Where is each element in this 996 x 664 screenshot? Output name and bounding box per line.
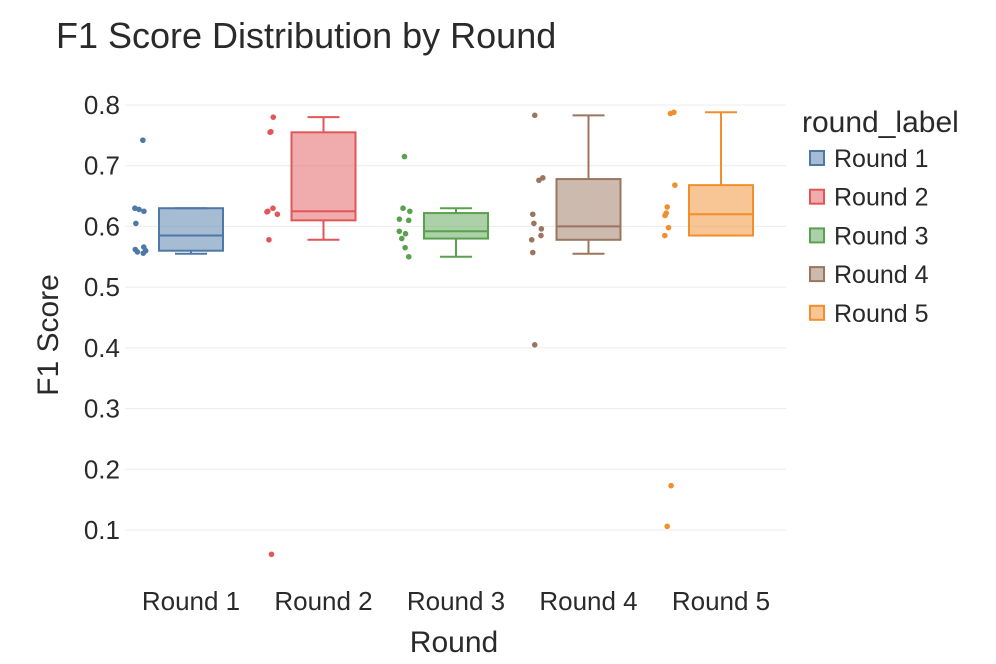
data-point <box>405 217 412 224</box>
data-point <box>267 129 273 136</box>
y-tick-label: 0.4 <box>84 333 120 363</box>
grid-lines <box>125 104 786 531</box>
box-iqr <box>688 184 754 237</box>
legend-title: round_label <box>802 106 959 139</box>
box-iqr <box>290 131 357 222</box>
box-group <box>662 109 754 530</box>
box-group <box>396 153 489 260</box>
data-point <box>667 110 674 117</box>
x-tick-label: Round 5 <box>672 586 770 616</box>
data-point <box>529 211 536 218</box>
data-point <box>662 212 668 219</box>
data-point <box>407 208 413 215</box>
data-point <box>264 209 270 215</box>
legend-item-label: Round 3 <box>834 222 929 250</box>
y-tick-label: 0.5 <box>84 272 120 302</box>
legend-item-label: Round 1 <box>834 145 929 173</box>
data-point <box>134 249 141 255</box>
data-point <box>402 230 409 237</box>
legend-item-label: Round 5 <box>834 300 929 328</box>
legend: round_label Round 1 Round 2 Round 3 Round 4… <box>802 106 959 328</box>
x-tick-label: Round 4 <box>539 586 637 616</box>
x-tick-label: Round 1 <box>142 586 240 616</box>
box-iqr <box>158 207 224 252</box>
data-point <box>536 177 542 184</box>
box-iqr <box>555 178 622 241</box>
y-axis-ticks: 0.1 0.2 0.3 0.4 0.5 0.6 0.7 0.8 <box>84 90 120 545</box>
data-point <box>266 236 272 243</box>
x-tick-label: Round 2 <box>274 586 372 616</box>
legend-swatch <box>809 266 825 283</box>
y-tick-label: 0.6 <box>84 211 120 241</box>
data-point <box>668 482 674 489</box>
legend-swatch <box>809 227 825 244</box>
x-axis-title: Round <box>410 626 498 659</box>
y-tick-label: 0.2 <box>84 454 120 484</box>
box-group <box>264 114 357 558</box>
data-point <box>665 224 672 231</box>
data-point <box>136 206 142 213</box>
y-axis-title: F1 Score <box>32 274 65 396</box>
data-point <box>268 551 275 558</box>
legend-item-label: Round 4 <box>834 261 929 289</box>
y-tick-label: 0.3 <box>84 394 120 424</box>
legend-item-label: Round 2 <box>834 184 929 212</box>
data-point <box>400 205 406 212</box>
chart-title: F1 Score Distribution by Round <box>56 15 556 56</box>
data-point <box>672 182 678 188</box>
y-tick-label: 0.1 <box>84 515 120 545</box>
data-point <box>531 220 537 227</box>
box-group <box>528 112 622 348</box>
data-point <box>538 226 545 232</box>
data-point <box>405 253 412 260</box>
data-point <box>141 208 147 215</box>
data-point <box>396 228 403 235</box>
legend-swatch <box>809 150 825 166</box>
data-point <box>396 216 403 222</box>
data-point <box>401 153 408 160</box>
y-tick-label: 0.8 <box>84 90 120 120</box>
data-point <box>662 232 668 239</box>
plot-area <box>132 109 754 558</box>
data-point <box>133 220 139 227</box>
data-point <box>664 523 670 530</box>
box-iqr <box>423 212 489 240</box>
data-point <box>270 205 276 212</box>
box-group <box>132 137 224 256</box>
y-tick-label: 0.7 <box>84 151 120 181</box>
data-point <box>140 250 147 256</box>
legend-swatch <box>809 188 825 205</box>
data-point <box>274 211 281 218</box>
data-point <box>538 232 544 239</box>
data-point <box>528 236 535 243</box>
data-point <box>140 137 146 144</box>
data-point <box>531 342 538 348</box>
data-point <box>531 112 538 119</box>
data-point <box>402 244 408 251</box>
x-tick-label: Round 3 <box>407 586 505 616</box>
data-point <box>270 114 277 120</box>
legend-swatch <box>809 304 825 321</box>
data-point <box>398 235 405 242</box>
data-point <box>529 249 536 256</box>
x-axis-ticks: Round 1 Round 2 Round 3 Round 4 Round 5 <box>142 586 770 616</box>
data-point <box>664 204 671 210</box>
